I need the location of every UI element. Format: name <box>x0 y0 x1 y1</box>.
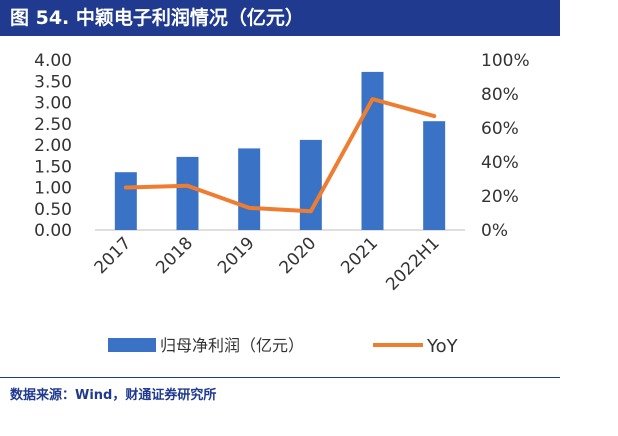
left-tick-label: 1.50 <box>34 157 72 177</box>
left-tick-label: 1.00 <box>34 179 72 199</box>
title-bar: 图 54. 中颖电子利润情况（亿元） <box>0 0 560 36</box>
bar-2021 <box>361 71 384 231</box>
left-tick-label: 3.50 <box>34 72 72 92</box>
x-tick-label: 2022H1 <box>382 233 443 294</box>
left-tick-label: 2.50 <box>34 115 72 135</box>
left-tick-label: 2.00 <box>34 136 72 156</box>
x-tick-label: 2019 <box>214 233 259 278</box>
left-tick-label: 0.00 <box>34 221 72 241</box>
bar-2022H1 <box>423 121 446 230</box>
legend-bar-label: 归母净利润（亿元） <box>160 336 304 355</box>
left-tick-label: 3.00 <box>34 94 72 114</box>
bar-series <box>114 71 446 231</box>
right-tick-label: 0% <box>481 221 508 241</box>
line-series <box>123 97 437 214</box>
left-tick-label: 4.00 <box>34 51 72 71</box>
left-tick-label: 0.50 <box>34 200 72 220</box>
bar-2017 <box>114 172 137 230</box>
right-tick-label: 20% <box>481 187 519 207</box>
x-tick-label: 2018 <box>152 233 197 278</box>
footer-divider <box>0 377 560 378</box>
right-tick-label: 80% <box>481 85 519 105</box>
bar-2019 <box>238 148 261 230</box>
legend-bar-swatch <box>108 338 156 352</box>
legend-line-label: YoY <box>426 336 459 357</box>
source-note: 数据来源：Wind，财通证券研究所 <box>10 388 217 403</box>
chart-title: 图 54. 中颖电子利润情况（亿元） <box>10 7 304 29</box>
bar-2018 <box>176 156 199 230</box>
left-axis-ticks: 0.000.501.001.502.002.503.003.504.00 <box>34 51 72 241</box>
x-axis-labels: 2017 2018 2019 2020 2021 2022H1 <box>91 233 444 294</box>
right-axis-ticks: 0% 20% 40% 60% 80% 100% <box>481 51 530 241</box>
right-tick-label: 60% <box>481 119 519 139</box>
x-tick-label: 2020 <box>276 233 321 278</box>
yoy-line <box>123 97 437 214</box>
right-tick-label: 100% <box>481 51 530 71</box>
x-tick-label: 2021 <box>337 233 382 278</box>
x-tick-label: 2017 <box>91 233 136 278</box>
right-tick-label: 40% <box>481 153 519 173</box>
bar-2020 <box>299 139 322 230</box>
legend: 归母净利润（亿元） YoY <box>108 336 459 357</box>
